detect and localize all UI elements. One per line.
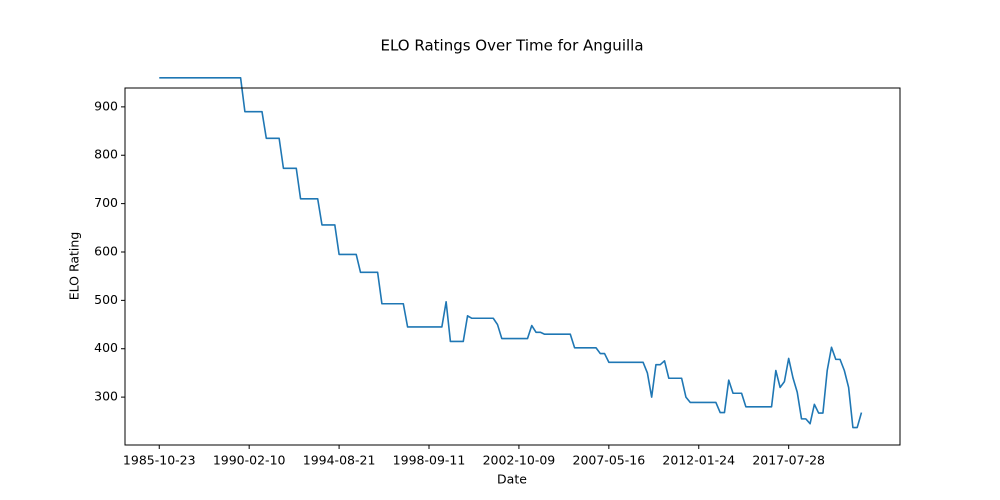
x-tick-label: 1994-08-21: [303, 453, 376, 468]
chart-title: ELO Ratings Over Time for Anguilla: [380, 37, 643, 55]
x-tick-label: 2002-10-09: [483, 453, 556, 468]
y-tick-label: 500: [94, 292, 118, 307]
y-tick-label: 600: [94, 243, 118, 258]
line: [159, 77, 863, 429]
y-tick-label: 800: [94, 147, 118, 162]
y-tick-label: 300: [94, 389, 118, 404]
x-tick-label: 1990-02-10: [213, 453, 286, 468]
x-axis-label: Date: [497, 472, 527, 487]
y-tick-label: 700: [94, 195, 118, 210]
y-axis-label: ELO Rating: [67, 232, 82, 301]
y-tick-label: 400: [94, 340, 118, 355]
x-tick-label: 2007-05-16: [573, 453, 646, 468]
x-tick-label: 2012-01-24: [662, 453, 735, 468]
x-tick-label: 2017-07-28: [752, 453, 825, 468]
y-tick-label: 900: [94, 98, 118, 113]
x-tick-label: 1998-09-11: [393, 453, 466, 468]
plot-frame: [124, 87, 901, 446]
x-tick-label: 1985-10-23: [123, 453, 196, 468]
